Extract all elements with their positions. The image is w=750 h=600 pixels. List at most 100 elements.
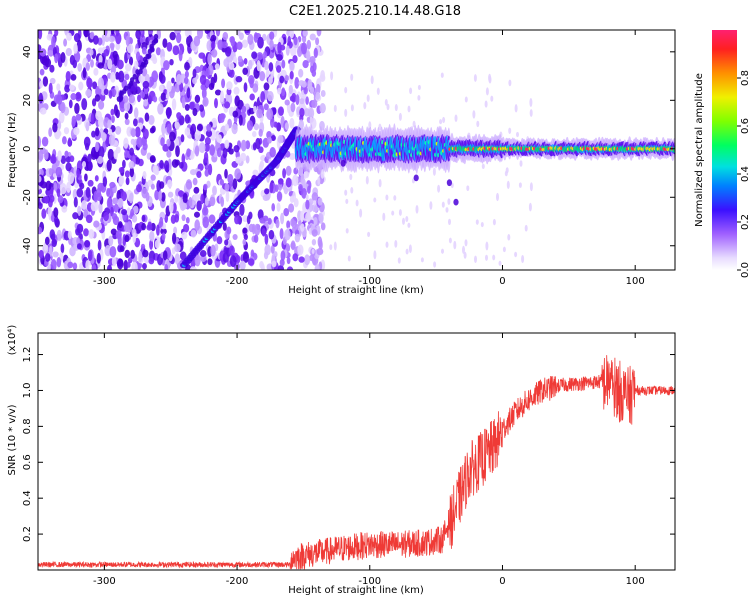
spectrogram-cell (264, 188, 270, 195)
spectrogram-cell (301, 188, 307, 199)
spectrogram-cell (87, 250, 93, 262)
spectrogram-cell (96, 252, 101, 264)
spectrogram-x-label: Height of straight line (km) (288, 285, 424, 296)
spectrogram-cell (231, 123, 238, 135)
spectrogram-cell (234, 168, 242, 180)
spectrogram-cell (122, 159, 126, 169)
spectrogram-cell (492, 218, 496, 226)
spectrogram-cell (67, 172, 75, 185)
spectrogram-cell (72, 59, 77, 69)
colorbar-ticks: 0.0 0.2 0.4 0.6 0.8 (737, 70, 750, 278)
spectrogram-cell (115, 230, 122, 240)
snr-x-tick-label: 100 (626, 576, 645, 587)
spectrogram-cell (138, 75, 143, 83)
spectrogram-cell (448, 237, 452, 244)
spectrogram-cell (288, 84, 293, 95)
spectrogram-cell (269, 31, 275, 41)
spectrogram-cell (77, 62, 83, 72)
spectrogram-cell (269, 147, 276, 158)
spectrogram-cell (239, 260, 246, 270)
spectrogram-cell (161, 192, 166, 202)
spectrogram-cell (56, 257, 62, 268)
spectrogram-cell (85, 62, 90, 71)
spectrogram-cell (83, 30, 90, 38)
spectrogram-cell (152, 164, 159, 175)
spectrogram-cell (306, 39, 312, 50)
spectrogram-cell (287, 35, 292, 47)
spectrogram-cell (302, 30, 309, 37)
spectrogram-cell (72, 212, 79, 220)
spectrogram-cell (85, 214, 93, 224)
snr-x-tick-label: -300 (93, 576, 116, 587)
spectrogram-cell (350, 104, 354, 112)
spectrogram-cell (38, 136, 41, 148)
spectrogram-cell (153, 38, 159, 44)
spectrogram-cell (204, 142, 210, 153)
spectrogram-cell (192, 177, 198, 186)
spectrogram-cell (246, 214, 251, 225)
spectrogram-heatmap (38, 30, 675, 270)
spectrogram-cell (266, 108, 274, 120)
spectrogram-cell (272, 107, 277, 115)
spectrogram-cell (136, 184, 142, 193)
spectrogram-cell (485, 254, 488, 261)
spectrogram-cell (141, 222, 147, 231)
spectrogram-cell (101, 34, 106, 46)
spectrogram-cell (119, 100, 126, 113)
spectrogram-cell (163, 160, 170, 172)
spectrogram-cell (238, 32, 244, 40)
spectrogram-cell (96, 156, 104, 164)
spectrogram-cell (474, 255, 477, 264)
spectrogram-cell (301, 34, 307, 43)
spectrogram-cell (209, 196, 216, 207)
spectrogram-cell (39, 48, 47, 57)
spectrogram-cell (48, 127, 53, 137)
spectrogram-cell (107, 264, 112, 270)
spectrogram-cell (245, 155, 250, 164)
spectrogram-cell (168, 201, 174, 214)
spectrogram-cell (385, 241, 389, 248)
spectrogram-cell (76, 39, 82, 52)
spectrogram-cell (276, 65, 282, 73)
spectrogram-cell (73, 43, 78, 54)
spectrogram-cell (484, 100, 488, 108)
spectrogram-cell (108, 90, 113, 99)
spectrogram-cell (298, 119, 304, 130)
spectrogram-cell (50, 155, 57, 164)
spectrogram-cell (224, 183, 230, 192)
colorbar-tick-label: 0.0 (740, 262, 750, 278)
spectrogram-cell (308, 107, 315, 119)
spectrogram-cell (141, 67, 148, 77)
spectrogram-cell (167, 179, 173, 188)
spectrogram-cell (309, 33, 316, 41)
spectrogram-cell (256, 108, 263, 119)
spectrogram-cell (475, 219, 479, 225)
spectrogram-cell (184, 30, 190, 37)
spectrogram-cell (293, 198, 299, 208)
spectrogram-cell (133, 107, 139, 119)
spectrogram-cell (202, 96, 209, 107)
spectrogram-cell (194, 94, 201, 104)
spectrogram-cell (297, 46, 303, 58)
spectrogram-cell (219, 113, 226, 120)
spectrogram-cell (514, 104, 518, 113)
spectrogram-cell (182, 192, 188, 204)
spectrogram-cell (246, 120, 254, 131)
spectrogram-cell (289, 195, 295, 203)
spectrogram-cell (38, 188, 43, 195)
spectrogram-cell (39, 68, 45, 76)
spectrogram-y-tick-label: 40 (22, 45, 33, 58)
spectrogram-cell (269, 182, 274, 194)
spectrogram-cell (344, 86, 348, 94)
spectrogram-cell (252, 83, 259, 93)
spectrogram-cell (309, 116, 313, 125)
snr-y-tick-label: 1.2 (22, 347, 33, 363)
snr-x-tick-label: -200 (226, 576, 249, 587)
spectrogram-cell (46, 33, 54, 41)
spectrogram-cell (193, 186, 200, 194)
spectrogram-cell (524, 224, 528, 232)
spectrogram-cell (190, 169, 197, 176)
spectrogram-cell (303, 171, 310, 179)
spectrogram-cell (307, 185, 311, 194)
spectrogram-y-tick-label: 20 (22, 94, 33, 107)
